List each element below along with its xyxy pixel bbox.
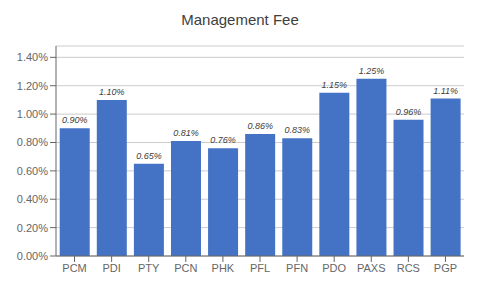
svg-text:1.11%: 1.11% bbox=[433, 86, 458, 96]
svg-text:PCM: PCM bbox=[62, 262, 86, 274]
svg-text:PDO: PDO bbox=[322, 262, 346, 274]
svg-text:0.90%: 0.90% bbox=[62, 115, 88, 125]
svg-text:0.20%: 0.20% bbox=[17, 222, 48, 234]
svg-text:1.20%: 1.20% bbox=[17, 80, 48, 92]
svg-text:1.15%: 1.15% bbox=[322, 80, 348, 90]
svg-text:PDI: PDI bbox=[102, 262, 120, 274]
svg-text:1.10%: 1.10% bbox=[99, 87, 125, 97]
svg-text:0.96%: 0.96% bbox=[396, 107, 422, 117]
svg-text:PFL: PFL bbox=[250, 262, 270, 274]
svg-text:1.40%: 1.40% bbox=[17, 51, 48, 63]
svg-text:RCS: RCS bbox=[397, 262, 420, 274]
svg-text:1.00%: 1.00% bbox=[17, 108, 48, 120]
svg-text:0.60%: 0.60% bbox=[17, 165, 48, 177]
svg-text:1.25%: 1.25% bbox=[359, 66, 385, 76]
svg-text:0.40%: 0.40% bbox=[17, 193, 48, 205]
svg-text:PAXS: PAXS bbox=[357, 262, 386, 274]
svg-text:PCN: PCN bbox=[174, 262, 197, 274]
svg-text:PHK: PHK bbox=[212, 262, 235, 274]
svg-text:PTY: PTY bbox=[138, 262, 160, 274]
svg-text:0.76%: 0.76% bbox=[210, 135, 236, 145]
html-text:Management Fee: Management Fee bbox=[181, 11, 299, 28]
svg-text:PGP: PGP bbox=[434, 262, 457, 274]
svg-text:0.83%: 0.83% bbox=[284, 125, 310, 135]
svg-text:PFN: PFN bbox=[286, 262, 308, 274]
svg-text:0.81%: 0.81% bbox=[173, 128, 199, 138]
svg-text:0.65%: 0.65% bbox=[136, 151, 162, 161]
svg-text:0.00%: 0.00% bbox=[17, 250, 48, 262]
svg-text:0.86%: 0.86% bbox=[247, 121, 273, 131]
svg-text:0.80%: 0.80% bbox=[17, 136, 48, 148]
